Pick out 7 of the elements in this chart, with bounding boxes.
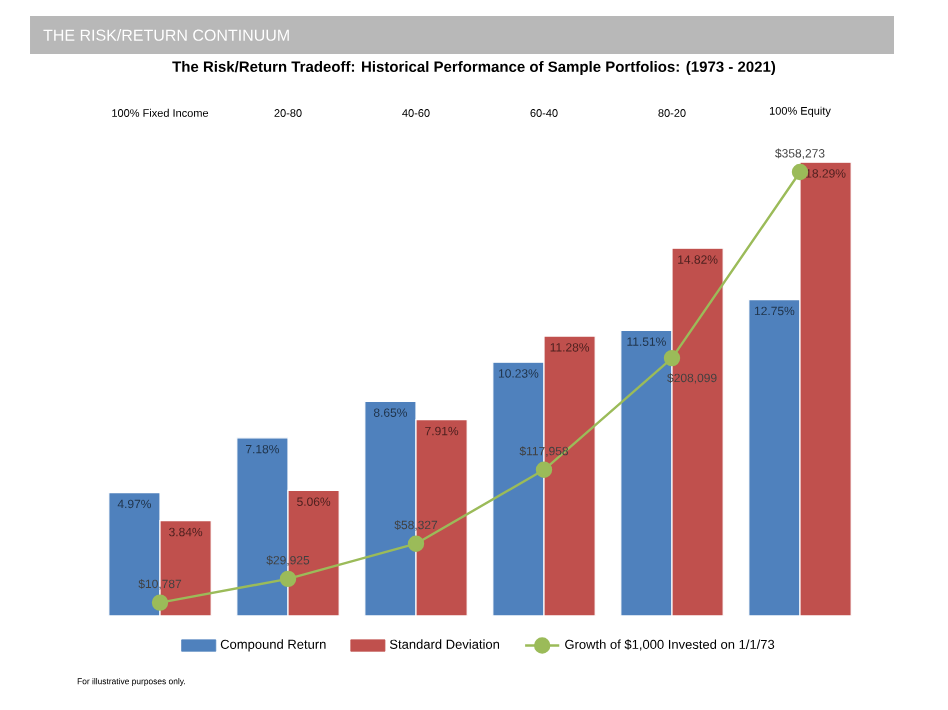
point bbox=[279, 570, 297, 588]
point bbox=[791, 163, 809, 181]
point bbox=[407, 535, 425, 552]
point bbox=[535, 461, 553, 479]
point bbox=[663, 349, 681, 367]
point bbox=[151, 594, 169, 611]
chart-title: THE RISK/RETURN CONTINUUM bbox=[43, 29, 289, 41]
